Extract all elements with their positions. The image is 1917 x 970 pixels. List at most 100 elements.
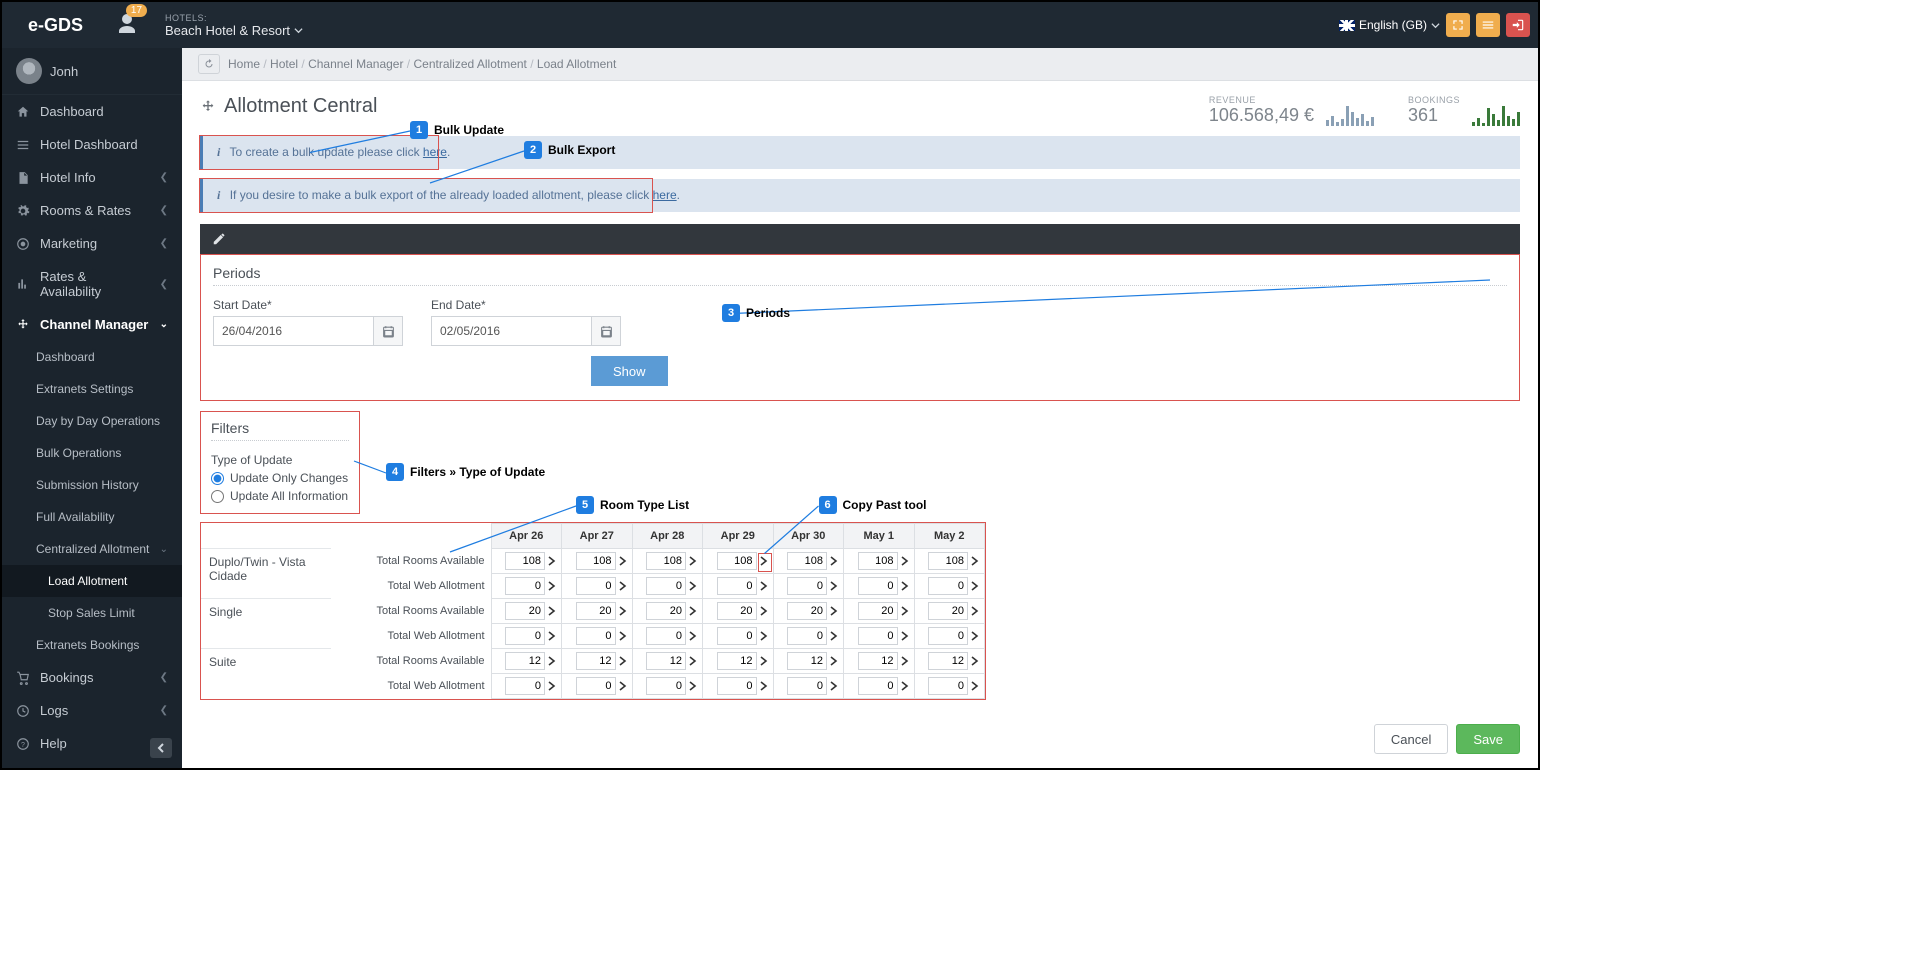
web-input[interactable] <box>787 627 827 645</box>
copy-right-icon[interactable] <box>970 579 980 594</box>
nav-cm-bulk-ops[interactable]: Bulk Operations <box>2 437 182 469</box>
bulk-export-link[interactable]: here <box>653 188 677 202</box>
web-input[interactable] <box>858 627 898 645</box>
nav-marketing[interactable]: Marketing❮ <box>2 227 182 260</box>
nav-cm-submission[interactable]: Submission History <box>2 469 182 501</box>
copy-right-icon[interactable] <box>547 679 557 694</box>
rooms-input[interactable] <box>646 602 686 620</box>
copy-right-icon[interactable] <box>900 654 910 669</box>
rooms-input[interactable] <box>928 652 968 670</box>
copy-right-icon[interactable] <box>759 654 769 669</box>
rooms-input[interactable] <box>928 552 968 570</box>
nav-terms[interactable]: iTerms & Conditions <box>2 760 182 770</box>
copy-right-icon[interactable] <box>970 554 980 569</box>
copy-right-icon[interactable] <box>970 629 980 644</box>
web-input[interactable] <box>858 577 898 595</box>
web-input[interactable] <box>858 677 898 695</box>
sidebar-collapse-button[interactable] <box>150 738 172 758</box>
logout-button[interactable] <box>1506 13 1530 37</box>
end-date-input[interactable] <box>431 316 591 346</box>
rooms-input[interactable] <box>787 602 827 620</box>
web-input[interactable] <box>787 577 827 595</box>
radio-update-all[interactable]: Update All Information <box>211 489 349 503</box>
start-date-input[interactable] <box>213 316 373 346</box>
rooms-input[interactable] <box>858 552 898 570</box>
copy-right-icon[interactable] <box>688 579 698 594</box>
copy-right-icon[interactable] <box>688 679 698 694</box>
copy-right-icon[interactable] <box>829 654 839 669</box>
nav-cm-extranets-bookings[interactable]: Extranets Bookings <box>2 629 182 661</box>
nav-cm-dashboard[interactable]: Dashboard <box>2 341 182 373</box>
copy-right-icon[interactable] <box>618 654 628 669</box>
nav-cm-load-allotment[interactable]: Load Allotment <box>2 565 182 597</box>
rooms-input[interactable] <box>576 602 616 620</box>
copy-right-icon[interactable] <box>688 629 698 644</box>
web-input[interactable] <box>505 627 545 645</box>
nav-logs[interactable]: Logs❮ <box>2 694 182 727</box>
nav-dashboard[interactable]: Dashboard <box>2 95 182 128</box>
nav-cm-centralized-allotment[interactable]: Centralized Allotment⌄ <box>2 533 182 565</box>
web-input[interactable] <box>787 677 827 695</box>
copy-right-icon[interactable] <box>829 629 839 644</box>
web-input[interactable] <box>576 677 616 695</box>
nav-hotel-info[interactable]: Hotel Info❮ <box>2 161 182 194</box>
rooms-input[interactable] <box>576 652 616 670</box>
copy-right-icon[interactable] <box>759 579 769 594</box>
nav-cm-day-ops[interactable]: Day by Day Operations <box>2 405 182 437</box>
web-input[interactable] <box>576 627 616 645</box>
web-input[interactable] <box>717 577 757 595</box>
refresh-button[interactable] <box>198 54 220 74</box>
nav-channel-manager[interactable]: Channel Manager⌄ <box>2 308 182 341</box>
breadcrumb-item[interactable]: Hotel <box>270 57 298 71</box>
rooms-input[interactable] <box>576 552 616 570</box>
save-button[interactable]: Save <box>1456 724 1520 754</box>
web-input[interactable] <box>505 577 545 595</box>
notifications-button[interactable]: 17 <box>115 12 139 39</box>
copy-right-icon[interactable] <box>900 679 910 694</box>
copy-right-icon[interactable] <box>547 629 557 644</box>
language-selector[interactable]: English (GB) <box>1339 18 1440 32</box>
rooms-input[interactable] <box>858 602 898 620</box>
nav-cm-stop-sales[interactable]: Stop Sales Limit <box>2 597 182 629</box>
copy-right-icon[interactable] <box>688 654 698 669</box>
edit-icon[interactable] <box>212 232 226 246</box>
rooms-input[interactable] <box>717 602 757 620</box>
copy-right-icon[interactable] <box>970 679 980 694</box>
sidebar-user[interactable]: Jonh <box>2 48 182 95</box>
copy-right-icon[interactable] <box>759 679 769 694</box>
breadcrumb-item[interactable]: Channel Manager <box>308 57 403 71</box>
copy-right-icon[interactable] <box>547 554 557 569</box>
rooms-input[interactable] <box>717 552 757 570</box>
copy-right-icon[interactable] <box>900 554 910 569</box>
copy-right-icon[interactable] <box>900 604 910 619</box>
radio-update-only-changes[interactable]: Update Only Changes <box>211 471 349 485</box>
nav-bookings[interactable]: Bookings❮ <box>2 661 182 694</box>
web-input[interactable] <box>717 677 757 695</box>
copy-right-icon[interactable] <box>829 579 839 594</box>
copy-right-icon[interactable] <box>547 579 557 594</box>
web-input[interactable] <box>646 577 686 595</box>
cancel-button[interactable]: Cancel <box>1374 724 1448 754</box>
web-input[interactable] <box>928 577 968 595</box>
end-date-picker[interactable] <box>591 316 621 346</box>
menu-button[interactable] <box>1476 13 1500 37</box>
web-input[interactable] <box>646 627 686 645</box>
copy-right-icon[interactable] <box>688 554 698 569</box>
bulk-update-link[interactable]: here <box>423 145 447 159</box>
copy-right-icon[interactable] <box>618 679 628 694</box>
fullscreen-button[interactable] <box>1446 13 1470 37</box>
copy-right-icon[interactable] <box>688 604 698 619</box>
nav-cm-full-availability[interactable]: Full Availability <box>2 501 182 533</box>
rooms-input[interactable] <box>505 602 545 620</box>
rooms-input[interactable] <box>646 552 686 570</box>
nav-hotel-dashboard[interactable]: Hotel Dashboard <box>2 128 182 161</box>
copy-right-icon[interactable] <box>759 604 769 619</box>
rooms-input[interactable] <box>858 652 898 670</box>
web-input[interactable] <box>505 677 545 695</box>
web-input[interactable] <box>646 677 686 695</box>
copy-right-icon[interactable] <box>618 554 628 569</box>
copy-right-icon[interactable] <box>618 604 628 619</box>
hotel-selector[interactable]: Beach Hotel & Resort <box>165 23 303 38</box>
copy-right-icon[interactable] <box>900 579 910 594</box>
copy-right-icon[interactable] <box>618 579 628 594</box>
